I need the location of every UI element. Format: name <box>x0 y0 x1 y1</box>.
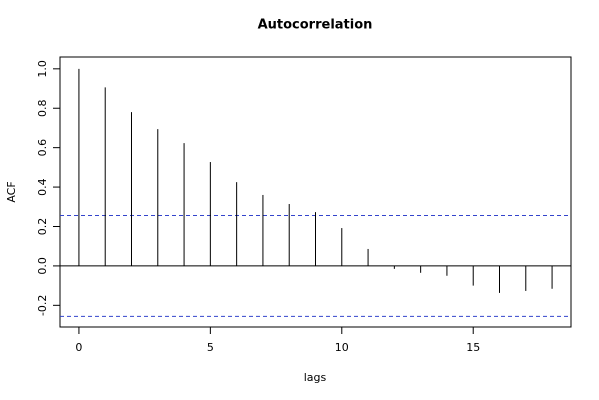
x-axis-label: lags <box>304 371 327 384</box>
x-tick-label: 10 <box>335 341 349 354</box>
x-tick-label: 15 <box>466 341 480 354</box>
y-tick-label: 0.6 <box>36 139 49 157</box>
y-tick-label: -0.2 <box>36 295 49 316</box>
y-tick-label: 0.8 <box>36 99 49 117</box>
y-tick-label: 0.4 <box>36 178 49 196</box>
x-tick-label: 5 <box>207 341 214 354</box>
chart-title: Autocorrelation <box>258 18 373 33</box>
y-tick-label: 1.0 <box>36 60 49 78</box>
plot-frame <box>59 56 572 328</box>
x-tick-label: 0 <box>75 341 82 354</box>
y-axis-label: ACF <box>5 181 18 202</box>
y-tick-label: 0.0 <box>36 257 49 275</box>
y-tick-label: 0.2 <box>36 218 49 236</box>
